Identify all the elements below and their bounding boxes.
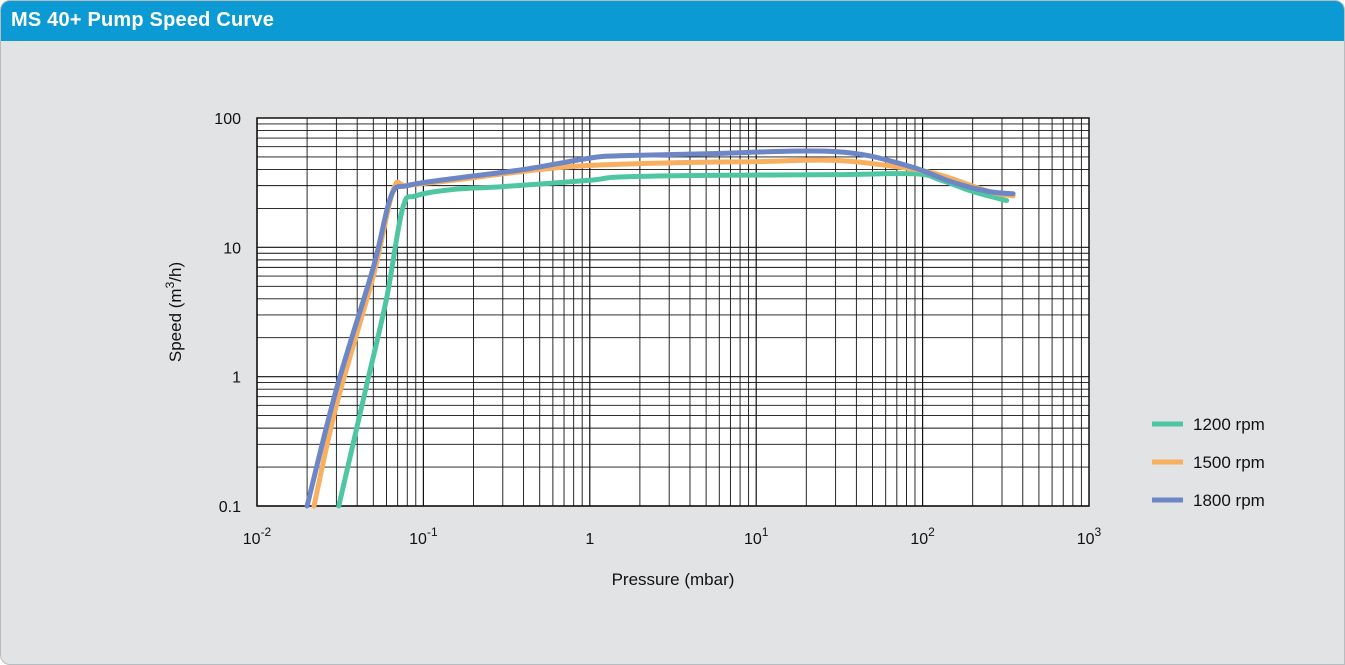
y-tick-label: 1: [232, 370, 241, 387]
legend-label: 1200 rpm: [1193, 415, 1265, 434]
legend-label: 1500 rpm: [1193, 453, 1265, 472]
x-tick-exponent: -1: [427, 525, 438, 539]
x-tick-label: 101: [744, 525, 769, 548]
y-tick-label: 100: [214, 111, 241, 128]
legend: 1200 rpm 1500 rpm 1800 rpm: [1152, 415, 1265, 510]
x-tick-exponent: 3: [1095, 525, 1102, 539]
y-tick-label: 10: [223, 240, 241, 257]
x-axis-title: Pressure (mbar): [612, 570, 735, 589]
series-lines: [304, 148, 1016, 509]
panel-title: MS 40+ Pump Speed Curve: [11, 9, 275, 31]
y-title-rest: /h): [166, 262, 185, 282]
y-title-superscript: 3: [163, 281, 177, 288]
title-bar: MS 40+ Pump Speed Curve: [1, 1, 1344, 41]
y-axis-title: Speed (m3/h): [163, 262, 185, 362]
y-tick-label: 0.1: [219, 499, 241, 516]
x-tick-exponent: 1: [762, 525, 769, 539]
x-tick-label: 102: [910, 525, 935, 548]
x-tick-label: 10-2: [243, 525, 272, 548]
legend-label: 1800 rpm: [1193, 491, 1265, 510]
x-tick-exponent: -2: [261, 525, 272, 539]
x-tick-label: 10-1: [409, 525, 438, 548]
x-tick-exponent: 2: [928, 525, 935, 539]
series-line-1800-rpm: [304, 148, 1016, 509]
x-tick-label: 1: [585, 531, 594, 548]
x-tick-label: 103: [1077, 525, 1102, 548]
